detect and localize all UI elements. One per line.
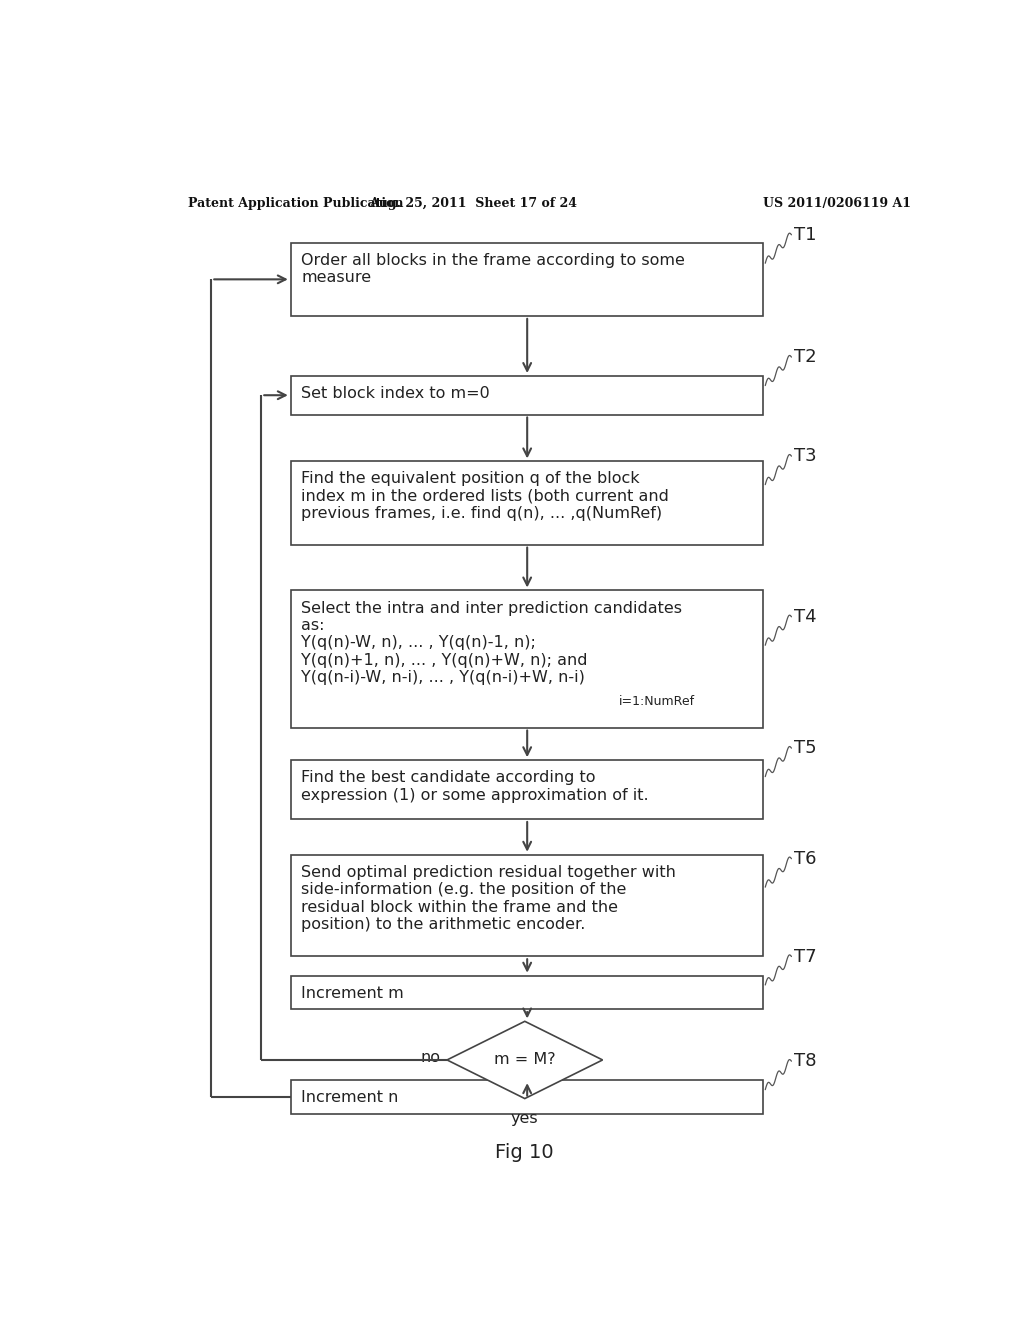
Text: T3: T3 [794,447,816,465]
Text: Increment n: Increment n [301,1090,398,1105]
Text: Aug. 25, 2011  Sheet 17 of 24: Aug. 25, 2011 Sheet 17 of 24 [370,197,578,210]
Text: T5: T5 [794,739,816,758]
Text: US 2011/0206119 A1: US 2011/0206119 A1 [763,197,911,210]
Text: Find the equivalent position q of the block
index m in the ordered lists (both c: Find the equivalent position q of the bl… [301,471,669,521]
Polygon shape [447,1022,602,1098]
Text: Order all blocks in the frame according to some
measure: Order all blocks in the frame according … [301,253,685,285]
Text: T1: T1 [794,226,816,244]
FancyBboxPatch shape [291,854,763,956]
Text: m = M?: m = M? [494,1052,556,1068]
Text: Select the intra and inter prediction candidates
as:
Y(q(n)-W, n), ... , Y(q(n)-: Select the intra and inter prediction ca… [301,601,682,685]
Text: Find the best candidate according to
expression (1) or some approximation of it.: Find the best candidate according to exp… [301,771,648,803]
FancyBboxPatch shape [291,1080,763,1114]
Text: Patent Application Publication: Patent Application Publication [187,197,403,210]
Text: T2: T2 [794,348,816,366]
FancyBboxPatch shape [291,376,763,414]
FancyBboxPatch shape [291,590,763,727]
Text: Send optimal prediction residual together with
side-information (e.g. the positi: Send optimal prediction residual togethe… [301,865,676,932]
Text: T8: T8 [794,1052,816,1071]
FancyBboxPatch shape [291,760,763,818]
FancyBboxPatch shape [291,975,763,1008]
Text: i=1:NumRef: i=1:NumRef [618,696,694,708]
FancyBboxPatch shape [291,461,763,545]
Text: Fig 10: Fig 10 [496,1143,554,1162]
Text: no: no [421,1051,440,1065]
Text: T6: T6 [794,850,816,867]
Text: T7: T7 [794,948,816,965]
Text: yes: yes [511,1110,539,1126]
FancyBboxPatch shape [291,243,763,315]
Text: T4: T4 [794,607,816,626]
Text: Increment m: Increment m [301,986,403,1001]
Text: Set block index to m=0: Set block index to m=0 [301,385,489,401]
